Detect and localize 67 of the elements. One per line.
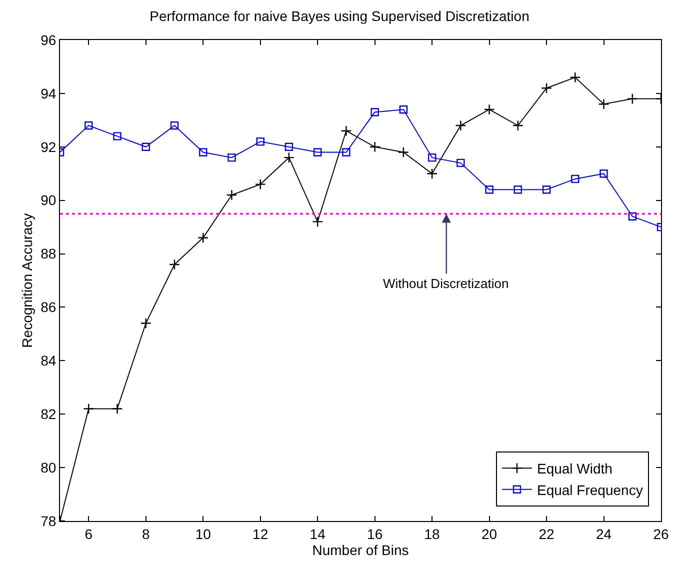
point xyxy=(342,148,350,156)
point xyxy=(570,72,581,83)
y-tick-label: 88 xyxy=(40,246,56,262)
y-tick-label: 94 xyxy=(40,85,56,102)
y-tick-label: 82 xyxy=(40,406,56,422)
x-tick-label: 14 xyxy=(310,526,326,542)
point xyxy=(628,212,636,220)
point xyxy=(84,121,93,130)
point xyxy=(541,82,552,94)
x-tick-label: 24 xyxy=(596,526,612,542)
y-axis-title: Recognition Accuracy xyxy=(19,213,36,348)
legend-label: Equal Width xyxy=(536,460,612,477)
point xyxy=(83,403,94,414)
point xyxy=(370,108,379,116)
x-tick-label: 12 xyxy=(252,526,268,542)
point xyxy=(226,189,238,200)
y-tick-label: 90 xyxy=(40,192,56,208)
point xyxy=(140,318,152,329)
point xyxy=(398,146,409,158)
point xyxy=(514,186,522,194)
point xyxy=(340,125,352,136)
point xyxy=(600,170,608,178)
point xyxy=(112,403,123,414)
point xyxy=(399,105,408,114)
x-axis-title: Number of Bins xyxy=(312,542,409,558)
y-tick-label: 84 xyxy=(40,352,56,369)
point xyxy=(485,186,494,194)
y-tick-label: 96 xyxy=(40,32,56,48)
point xyxy=(369,141,380,152)
point xyxy=(313,148,322,156)
x-tick-label: 18 xyxy=(424,526,440,542)
point xyxy=(456,158,465,168)
point xyxy=(426,168,438,180)
point xyxy=(113,132,122,140)
y-tick-label: 78 xyxy=(40,512,56,529)
point xyxy=(198,232,209,244)
y-tick-label: 86 xyxy=(40,299,56,316)
x-tick-label: 16 xyxy=(367,526,383,542)
point xyxy=(484,104,495,115)
x-tick-label: 26 xyxy=(653,526,669,542)
point xyxy=(199,148,208,156)
annotation: Without Discretization xyxy=(383,276,509,291)
x-tick-label: 22 xyxy=(538,526,555,542)
point xyxy=(256,137,264,146)
point xyxy=(168,258,180,270)
point xyxy=(512,120,524,132)
point xyxy=(428,153,436,162)
point xyxy=(254,178,266,190)
legend-label: Equal Frequency xyxy=(536,482,643,498)
point xyxy=(228,153,236,162)
point xyxy=(312,216,324,228)
point xyxy=(283,152,294,164)
point xyxy=(170,121,179,130)
x-tick-label: 8 xyxy=(142,526,150,542)
point xyxy=(455,120,466,132)
x-tick-label: 6 xyxy=(84,526,93,542)
x-tick-label: 10 xyxy=(195,526,212,542)
y-tick-label: 80 xyxy=(40,459,56,476)
point xyxy=(142,142,150,151)
point xyxy=(598,98,610,110)
chart-title: Performance for naive Bayes using Supervised Discretization xyxy=(150,8,530,24)
point xyxy=(571,174,580,184)
point xyxy=(626,93,638,104)
point xyxy=(284,142,294,151)
point xyxy=(542,186,551,194)
x-tick-label: 20 xyxy=(482,526,498,542)
y-tick-label: 92 xyxy=(40,138,56,155)
